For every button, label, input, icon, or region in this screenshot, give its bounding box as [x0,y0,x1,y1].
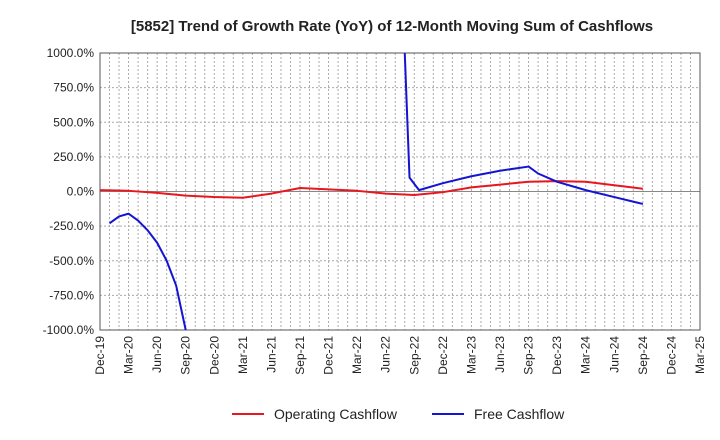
x-tick-label: Sep-22 [407,336,421,375]
x-tick-label: Mar-23 [464,336,478,374]
x-tick-label: Dec-20 [207,336,221,375]
y-axis: 1000.0% 750.0% 500.0% 250.0% 0.0% -250.0% -500… [43,46,95,337]
y-tick-label: 750.0% [53,81,94,95]
y-tick-label: -250.0% [49,219,94,233]
x-tick-label: Jun-22 [379,336,393,373]
x-tick-label: Dec-24 [664,336,678,375]
y-tick-label: -1000.0% [43,323,95,337]
x-tick-label: Mar-22 [350,336,364,374]
legend: Operating Cashflow Free Cashflow [232,406,565,422]
x-tick-label: Dec-23 [550,336,564,375]
x-tick-label: Sep-21 [293,336,307,375]
x-axis: Dec-19 Mar-20 Jun-20 Sep-20 Dec-20 Mar-21 Jun-… [93,336,707,375]
x-tick-label: Mar-21 [236,336,250,374]
series-line-free-cashflow [108,53,644,330]
y-tick-label: 500.0% [53,115,94,129]
legend-label-free-cashflow: Free Cashflow [474,406,565,422]
x-tick-label: Sep-23 [522,336,536,375]
y-tick-label: -750.0% [49,288,94,302]
x-tick-label: Jun-23 [493,336,507,373]
x-tick-label: Jun-20 [150,336,164,373]
legend-label-operating-cashflow: Operating Cashflow [274,406,398,422]
plot-frame [99,52,701,331]
chart-title: [5852] Trend of Growth Rate (YoY) of 12-… [131,18,653,35]
x-tick-label: Jun-24 [607,336,621,373]
y-tick-label: -500.0% [49,254,94,268]
x-tick-label: Jun-21 [264,336,278,373]
x-tick-label: Sep-20 [179,336,193,375]
x-tick-label: Dec-22 [436,336,450,375]
y-tick-label: 1000.0% [47,46,95,60]
x-tick-label: Dec-21 [322,336,336,375]
x-tick-label: Mar-25 [693,336,707,374]
y-tick-label: 0.0% [67,185,95,199]
x-tick-label: Sep-24 [636,336,650,375]
x-tick-label: Mar-24 [579,336,593,374]
y-tick-label: 250.0% [53,150,94,164]
x-tick-label: Dec-19 [93,336,107,375]
series-layer [100,53,644,330]
series-line-operating-cashflow [100,180,643,199]
x-tick-label: Mar-20 [122,336,136,374]
